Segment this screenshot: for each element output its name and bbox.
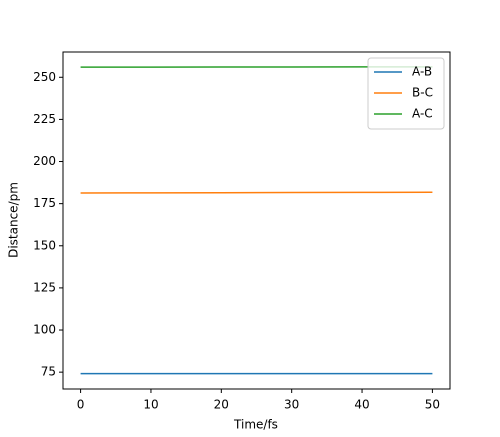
x-tick-label: 40 [354,398,369,412]
legend-box [367,57,445,130]
y-tick-label: 150 [33,238,56,252]
y-tick-label: 225 [33,112,56,126]
x-tick-label: 30 [284,398,299,412]
y-tick-label: 100 [33,323,56,337]
x-tick-label: 10 [143,398,158,412]
data-line [80,191,433,194]
legend-label: B-C [412,86,433,100]
y-tick-label: 200 [33,154,56,168]
plot-frame [62,51,451,390]
x-axis-label: Time/fs [233,418,278,432]
x-tick-label: 50 [425,398,440,412]
y-axis-label: Distance/pm [7,182,21,258]
x-tick-label: 0 [77,398,85,412]
legend-label: A-B [412,65,432,79]
y-tick-label: 250 [33,70,56,84]
y-tick-label: 125 [33,280,56,294]
y-tick-label: 175 [33,196,56,210]
x-tick-label: 20 [214,398,229,412]
y-tick-label: 75 [41,365,56,379]
legend-label: A-C [412,107,433,121]
